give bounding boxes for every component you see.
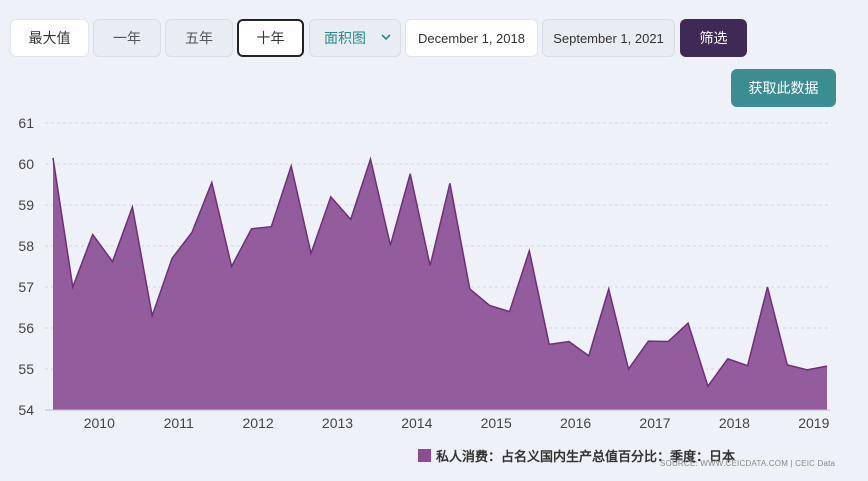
chart-type-selected-value: 面积图 [324,30,366,46]
one-year-button[interactable]: 一年 [93,19,161,57]
x-tick-label: 2019 [798,415,829,431]
x-tick-label: 2013 [322,415,353,431]
chart-area-series [53,157,827,410]
chart-type-select[interactable]: 面积图 [309,19,401,57]
five-year-button[interactable]: 五年 [165,19,233,57]
y-tick-label: 60 [18,156,34,172]
x-tick-label: 2018 [719,415,750,431]
x-tick-label: 2012 [243,415,274,431]
x-tick-label: 2015 [481,415,512,431]
x-tick-label: 2017 [639,415,670,431]
chart-y-tick-labels: 54 55 56 57 58 59 60 61 [18,115,34,418]
chart-legend: 私人消费：占名义国内生产总值百分比：季度：日本 [418,446,735,465]
y-tick-label: 61 [18,115,34,131]
chart-x-tick-labels: 2010 2011 2012 2013 2014 2015 2016 2017 2018 2019 [84,415,830,431]
x-tick-label: 2010 [84,415,115,431]
get-data-button[interactable]: 获取此数据 [731,69,836,107]
x-tick-label: 2014 [401,415,432,431]
legend-swatch [418,449,431,462]
start-date-input[interactable]: December 1, 2018 [405,19,538,57]
x-tick-label: 2011 [164,415,194,431]
y-tick-label: 56 [18,320,34,336]
end-date-input[interactable]: September 1, 2021 [542,19,675,57]
y-tick-label: 55 [18,361,34,377]
y-tick-label: 58 [18,238,34,254]
y-tick-label: 57 [18,279,34,295]
source-attribution: SOURCE: WWW.CEICDATA.COM | CEIC Data [660,459,836,468]
chevron-down-icon [381,34,391,41]
filter-button[interactable]: 筛选 [680,19,747,57]
y-tick-label: 59 [18,197,34,213]
y-tick-label: 54 [18,402,34,418]
max-range-button[interactable]: 最大值 [10,19,89,57]
chart-area-outline [52,156,828,388]
x-tick-label: 2016 [560,415,591,431]
ten-year-button[interactable]: 十年 [237,19,304,57]
legend-label: 私人消费：占名义国内生产总值百分比：季度：日本 [436,449,736,464]
